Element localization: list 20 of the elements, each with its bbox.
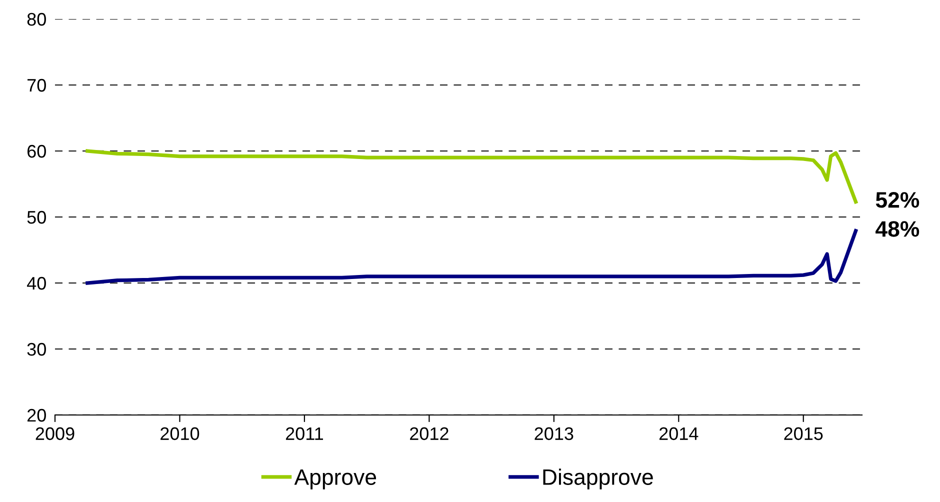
y-tick-label: 40 [27, 276, 46, 290]
y-tick-label: 50 [27, 210, 46, 224]
line-series [86, 229, 858, 285]
y-tick-label: 70 [28, 78, 46, 92]
x-tick-label: 2012 [410, 427, 448, 440]
x-tick-label: 2015 [784, 427, 823, 440]
y-tick-label: 60 [28, 144, 46, 158]
line-series [86, 149, 858, 204]
y-tick-label: 80 [27, 12, 46, 26]
y-tick-label: 30 [27, 342, 46, 356]
legend-label: Approve [294, 469, 376, 490]
x-tick-label: 2009 [36, 427, 74, 440]
x-tick-label: 2010 [160, 427, 200, 440]
x-tick-label: 2013 [534, 427, 574, 440]
annotation: 52% [876, 192, 920, 208]
x-tick-label: 2011 [286, 427, 323, 440]
annotation: 48% [876, 221, 920, 237]
y-tick-label: 20 [27, 408, 46, 422]
x-tick-label: 2014 [659, 427, 698, 440]
legend-label: Disapprove [543, 468, 653, 490]
